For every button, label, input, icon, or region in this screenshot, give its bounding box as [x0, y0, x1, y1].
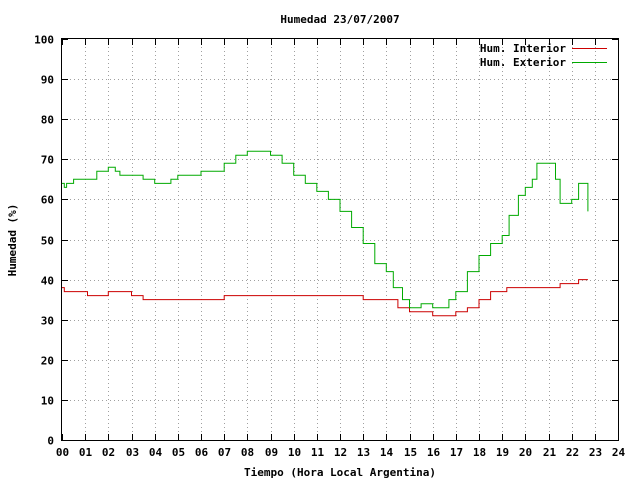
- y-tick-label: 70: [41, 154, 54, 167]
- x-tick-label: 10: [288, 446, 301, 459]
- x-tick-label: 18: [473, 446, 486, 459]
- x-tick-label: 17: [450, 446, 463, 459]
- x-tick-label: 05: [172, 446, 185, 459]
- x-tick-label: 21: [543, 446, 557, 459]
- plot-area: [62, 150, 589, 317]
- x-tick-label: 13: [357, 446, 370, 459]
- x-tick-label: 03: [126, 446, 139, 459]
- grid: [62, 39, 618, 440]
- y-tick-label: 40: [41, 275, 54, 288]
- y-tick-label: 10: [41, 395, 54, 408]
- series-line-interior: [62, 279, 588, 317]
- x-tick-label: 01: [79, 446, 93, 459]
- x-tick-label: 11: [311, 446, 325, 459]
- x-tick-label: 00: [56, 446, 69, 459]
- x-axis-label: Tiempo (Hora Local Argentina): [244, 466, 436, 479]
- x-tick-label: 04: [149, 446, 163, 459]
- x-tick-label: 02: [102, 446, 115, 459]
- chart-title: Humedad 23/07/2007: [280, 13, 399, 26]
- legend-label: Hum. Interior: [480, 42, 566, 55]
- x-tick-label: 07: [218, 446, 231, 459]
- x-tick-label: 15: [404, 446, 417, 459]
- y-tick-label: 90: [41, 74, 54, 87]
- x-tick-label: 14: [380, 446, 394, 459]
- x-tick-label: 19: [496, 446, 509, 459]
- x-tick-label: 12: [334, 446, 347, 459]
- series-line-exterior: [62, 150, 589, 309]
- x-tick-label: 23: [589, 446, 602, 459]
- x-tick-label: 22: [566, 446, 579, 459]
- y-tick-label: 100: [34, 34, 54, 47]
- y-axis-label: Humedad (%): [6, 204, 19, 277]
- x-tick-label: 06: [195, 446, 209, 459]
- y-tick-label: 20: [41, 355, 54, 368]
- x-tick-label: 24: [612, 446, 626, 459]
- x-tick-label: 16: [427, 446, 441, 459]
- y-tick-label: 80: [41, 114, 54, 127]
- y-tick-label: 60: [41, 194, 54, 207]
- y-tick-label: 0: [47, 435, 54, 448]
- y-tick-label: 50: [41, 235, 54, 248]
- x-tick-label: 08: [241, 446, 254, 459]
- plot-frame: [61, 38, 619, 441]
- x-tick-label: 09: [265, 446, 278, 459]
- legend-label: Hum. Exterior: [480, 56, 566, 69]
- x-tick-label: 20: [519, 446, 532, 459]
- y-tick-label: 30: [41, 315, 54, 328]
